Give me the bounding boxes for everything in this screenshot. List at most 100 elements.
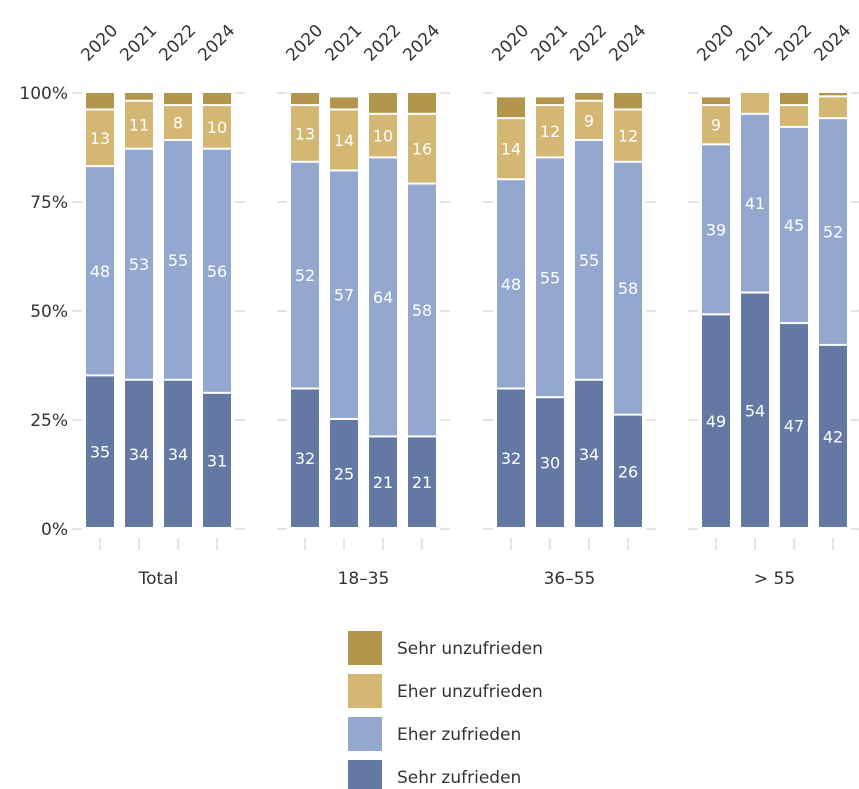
legend-label: Sehr unzufrieden [397,639,543,659]
year-label: 2024 [399,21,444,66]
bar-segment [536,97,564,105]
data-label: 21 [373,473,393,492]
bar-segment [408,93,436,113]
bar-segment [819,345,847,527]
bar-segment [125,93,153,100]
legend-label: Sehr zufrieden [397,768,521,788]
bar-segment [291,389,319,527]
bar-segment [497,180,525,388]
legend-label: Eher zufrieden [397,725,521,745]
year-label: 2022 [155,21,200,66]
bar-segment [575,140,603,379]
data-label: 41 [745,194,765,213]
bar-segment [408,184,436,436]
bar-segment [536,398,564,527]
data-label: 45 [784,216,804,235]
data-label: 13 [295,124,315,143]
group-label: 36–55 [544,569,596,589]
data-label: 56 [207,262,227,281]
data-label: 9 [584,111,594,130]
bar-segment [203,93,231,105]
bar-group: 2020 32 48 14 2021 30 55 12 2022 34 55 9 2024 26 58 12 3… [483,21,656,589]
data-label: 34 [129,445,149,464]
year-label: 2021 [527,21,572,66]
data-label: 11 [129,116,149,135]
legend-swatch [348,631,382,665]
bar-segment [780,93,808,105]
bar-segment [614,162,642,414]
year-label: 2022 [566,21,611,66]
year-label: 2024 [194,21,239,66]
data-label: 54 [745,401,765,420]
data-label: 48 [501,275,521,294]
bar-segment [291,93,319,105]
bar-segment [614,93,642,109]
y-tick-label: 0% [41,520,68,540]
data-label: 57 [334,286,354,305]
bar-segment [408,114,436,183]
legend-swatch [348,717,382,751]
bar-segment [203,393,231,527]
year-label: 2020 [693,21,738,66]
year-label: 2024 [810,21,855,66]
data-label: 14 [501,140,521,159]
bar-segment [702,145,730,314]
year-label: 2024 [605,21,650,66]
data-label: 10 [207,118,227,137]
bar-segment [291,162,319,388]
year-label: 2022 [360,21,405,66]
data-label: 48 [90,262,110,281]
bar-segment [164,93,192,105]
legend: Sehr unzufrieden Eher unzufrieden Eher zuf… [348,631,543,789]
data-label: 9 [711,116,721,135]
group-label: > 55 [754,569,795,589]
data-label: 30 [540,454,560,473]
year-label: 2020 [488,21,533,66]
bar-segment [497,97,525,118]
y-tick-label: 100% [19,84,68,104]
data-label: 47 [784,417,804,436]
bar-segment [369,93,397,113]
bar-segment [330,420,358,527]
data-label: 52 [295,266,315,285]
data-label: 55 [168,251,188,270]
legend-swatch [348,760,382,789]
data-label: 34 [579,445,599,464]
bar-group: 2020 35 48 13 2021 34 53 11 2022 34 55 8 2024 31 56 10 T… [72,21,245,589]
bar-group: 2020 32 52 13 2021 25 57 14 2022 21 64 10 2024 21 58 16… [277,21,450,589]
y-tick-label: 75% [30,193,68,213]
bar-segment [702,315,730,527]
legend-label: Eher unzufrieden [397,682,543,702]
bar-segment [86,376,114,527]
bar-segment [125,149,153,379]
bar-segment [536,158,564,397]
data-label: 32 [295,449,315,468]
bar-segment [780,106,808,126]
bar-segment [408,437,436,527]
bar-segment [125,380,153,527]
bar-segment [86,93,114,109]
data-label: 25 [334,465,354,484]
bar-segment [575,93,603,100]
bar-segment [164,380,192,527]
data-label: 35 [90,443,110,462]
data-label: 32 [501,449,521,468]
bar-segment [164,140,192,379]
legend-swatch [348,674,382,708]
data-label: 64 [373,288,393,307]
bar-segment [702,97,730,105]
data-label: 8 [173,114,183,133]
data-label: 10 [373,127,393,146]
bar-segment [291,106,319,161]
data-label: 12 [540,122,560,141]
bar-group: 2020 49 39 9 2021 54 41 2022 47 45 2024 42 52 > 55 [688,21,859,589]
year-label: 2020 [282,21,327,66]
bar-segment [819,97,847,118]
year-label: 2021 [321,21,366,66]
y-axis: 0% 25% 50% 75% 100% [19,84,68,540]
data-label: 12 [618,127,638,146]
bar-segment [497,389,525,527]
bar-segment [614,415,642,527]
bar-segment [780,324,808,527]
